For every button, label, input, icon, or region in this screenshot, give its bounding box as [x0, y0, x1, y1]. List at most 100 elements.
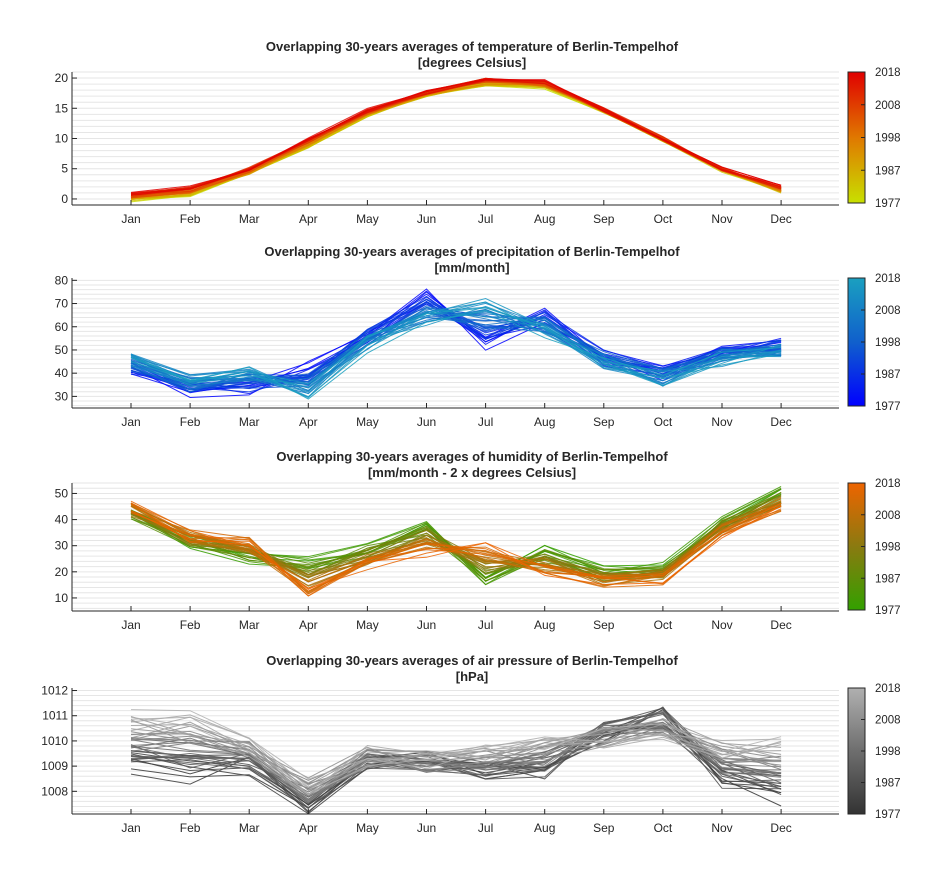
- series-line: [130, 488, 782, 579]
- colorbar-tick-label: 1987: [875, 369, 901, 381]
- series-line: [130, 501, 782, 578]
- panel-air-pressure: Overlapping 30-years averages of air pre…: [41, 653, 900, 835]
- x-tick-label: Jul: [478, 821, 493, 835]
- series-line: [130, 500, 782, 589]
- x-tick-label: Oct: [654, 618, 673, 632]
- series-lines: [130, 486, 782, 597]
- y-tick-label: 80: [55, 273, 69, 287]
- x-tick-label: May: [356, 618, 379, 632]
- chart-title: Overlapping 30-years averages of tempera…: [266, 39, 679, 54]
- x-tick-label: Sep: [593, 618, 615, 632]
- series-line: [130, 502, 782, 597]
- y-tick-label: 0: [61, 192, 68, 206]
- x-tick-label: Mar: [239, 821, 260, 835]
- series-line: [130, 488, 782, 579]
- x-tick-label: Dec: [770, 415, 791, 429]
- colorbar-tick-label: 2008: [875, 510, 901, 522]
- x-tick-label: Nov: [711, 618, 732, 632]
- series-line: [130, 716, 782, 789]
- x-tick-label: Jul: [478, 415, 493, 429]
- y-tick-label: 1011: [42, 709, 68, 723]
- x-tick-label: Jan: [121, 618, 140, 632]
- colorbar-tick-label: 1998: [875, 133, 901, 145]
- y-tick-label: 40: [55, 513, 69, 527]
- y-tick-label: 5: [61, 162, 68, 176]
- series-line: [130, 486, 782, 578]
- x-tick-label: May: [356, 415, 379, 429]
- series-line: [130, 297, 782, 399]
- x-tick-label: Jan: [121, 212, 140, 226]
- x-tick-label: Aug: [534, 821, 555, 835]
- x-tick-label: Oct: [654, 212, 673, 226]
- x-tick-label: Jun: [417, 212, 436, 226]
- series-line: [130, 716, 782, 796]
- x-tick-label: Nov: [711, 821, 732, 835]
- series-line: [130, 82, 782, 203]
- grid-lines: [72, 71, 839, 206]
- series-line: [130, 720, 782, 795]
- x-tick-label: May: [356, 821, 379, 835]
- grid-lines: [72, 279, 839, 407]
- y-tick-label: 30: [55, 389, 69, 403]
- series-line: [130, 510, 782, 592]
- colorbar-tick-label: 1977: [875, 605, 901, 617]
- x-tick-label: Feb: [180, 212, 201, 226]
- x-tick-label: Apr: [299, 618, 318, 632]
- panel-humidity: Overlapping 30-years averages of humidit…: [55, 449, 901, 632]
- series-line: [130, 85, 782, 200]
- series-line: [130, 709, 782, 780]
- series-line: [130, 82, 782, 202]
- x-tick-label: Dec: [770, 618, 791, 632]
- chart-subtitle: [mm/month]: [434, 260, 509, 275]
- x-tick-label: Jan: [121, 415, 140, 429]
- grid-lines: [72, 482, 839, 609]
- chart-subtitle: [hPa]: [456, 669, 489, 684]
- y-tick-label: 10: [55, 591, 69, 605]
- x-tick-label: Aug: [534, 212, 555, 226]
- colorbar-tick-label: 2008: [875, 715, 901, 727]
- series-line: [130, 723, 782, 796]
- series-line: [130, 718, 782, 786]
- x-tick-label: Nov: [711, 212, 732, 226]
- series-line: [130, 309, 782, 400]
- series-line: [130, 505, 782, 590]
- panel-temperature: Overlapping 30-years averages of tempera…: [55, 39, 901, 226]
- x-tick-label: Aug: [534, 415, 555, 429]
- x-tick-label: Oct: [654, 415, 673, 429]
- y-tick-label: 1010: [41, 734, 68, 748]
- series-line: [130, 81, 782, 201]
- series-line: [130, 85, 782, 200]
- colorbar-tick-label: 1987: [875, 573, 901, 585]
- series-line: [130, 716, 782, 788]
- colorbar-tick-label: 2018: [875, 683, 901, 695]
- y-tick-label: 1008: [41, 784, 68, 798]
- colorbar-tick-label: 1998: [875, 746, 901, 758]
- chart-title: Overlapping 30-years averages of humidit…: [276, 449, 668, 464]
- y-tick-label: 50: [55, 343, 69, 357]
- colorbar-tick-label: 2018: [875, 478, 901, 490]
- y-tick-label: 30: [55, 539, 69, 553]
- colorbar-tick-label: 1998: [875, 337, 901, 349]
- x-tick-label: Jul: [478, 618, 493, 632]
- colorbar-tick-label: 1998: [875, 542, 901, 554]
- y-tick-label: 70: [55, 297, 69, 311]
- x-tick-label: Nov: [711, 415, 732, 429]
- panel-precipitation: Overlapping 30-years averages of precipi…: [55, 244, 901, 429]
- x-tick-label: May: [356, 212, 379, 226]
- x-tick-label: Jun: [417, 821, 436, 835]
- y-tick-label: 60: [55, 320, 69, 334]
- y-tick-label: 50: [55, 486, 69, 500]
- colorbar-tick-label: 2018: [875, 273, 901, 285]
- y-tick-label: 15: [55, 101, 69, 115]
- x-tick-label: Mar: [239, 212, 260, 226]
- y-tick-label: 20: [55, 71, 69, 85]
- y-tick-label: 1012: [41, 684, 68, 698]
- x-tick-label: Jun: [417, 618, 436, 632]
- series-line: [130, 493, 782, 586]
- y-tick-label: 10: [55, 132, 69, 146]
- y-tick-label: 40: [55, 366, 69, 380]
- colorbar-tick-label: 1987: [875, 165, 901, 177]
- x-tick-label: Apr: [299, 212, 318, 226]
- x-tick-label: Feb: [180, 415, 201, 429]
